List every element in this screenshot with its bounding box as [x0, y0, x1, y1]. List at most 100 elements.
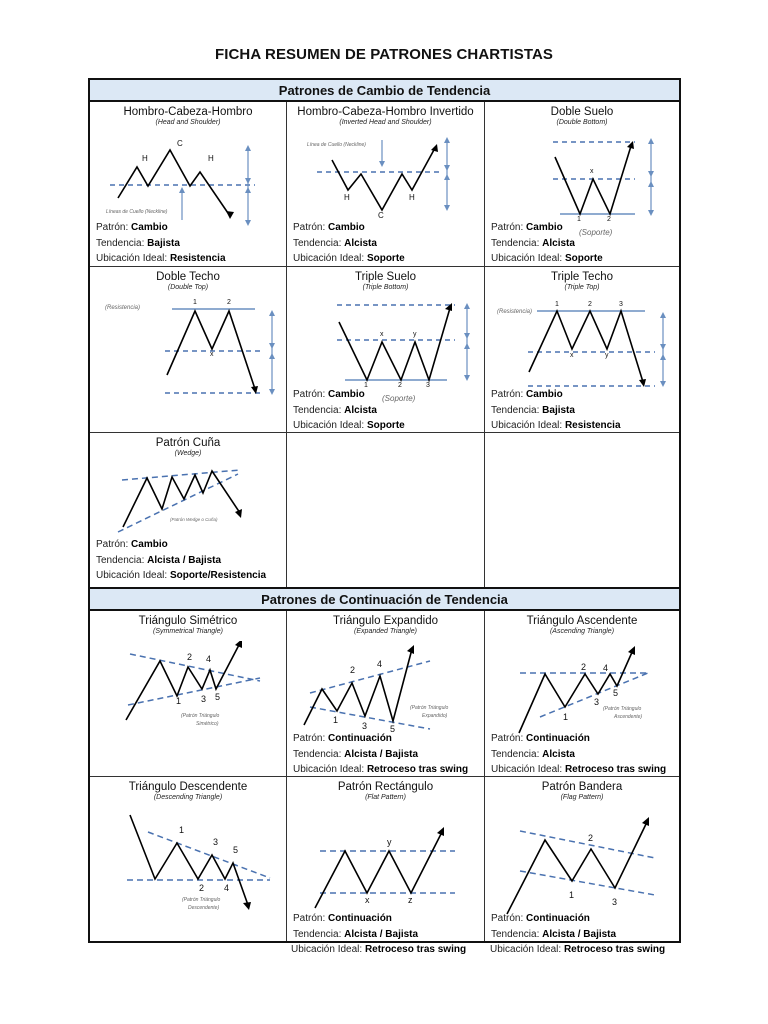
label-2: 2 [227, 299, 231, 306]
rectangle-ubicacion-overflow: Ubicación Ideal: Retroceso tras swing [291, 944, 467, 955]
label-4: 4 [377, 659, 383, 669]
expanded-triangle-diagram [303, 645, 431, 730]
pattern-title: Patrón Bandera [541, 781, 623, 793]
pattern-expanded-triangle: Triángulo Expandido (Expanded Triangle) … [287, 611, 485, 777]
pattern-title: Triángulo Descendente [128, 781, 248, 793]
label-4: 4 [206, 654, 212, 664]
pattern-attributes: Patrón: Continuación Tendencia: Alcista … [491, 733, 667, 775]
pattern-descending-triangle: Triángulo Descendente (Descending Triang… [90, 777, 287, 941]
descending-triangle-diagram [127, 814, 271, 910]
label-3: 3 [619, 301, 623, 308]
triangle-note-2: Expandido) [422, 713, 448, 719]
section-header-reversal: Patrones de Cambio de Tendencia [90, 80, 679, 102]
triangle-note-1: (Patrón Triángulo [603, 706, 642, 712]
pattern-subtitle: (Ascending Triangle) [549, 628, 615, 635]
neckline-label: Líneas de Cuello (Neckline) [106, 209, 168, 215]
triangle-note-1: (Patrón Triángulo [182, 897, 221, 903]
pattern-title: Patrón Rectángulo [337, 781, 434, 793]
label-2: 2 [199, 883, 205, 893]
triple-bottom-diagram [337, 303, 470, 383]
triangle-note-2: Ascendente) [614, 714, 643, 720]
pattern-subtitle: (Symmetrical Triangle) [153, 628, 223, 635]
label-3: 3 [426, 382, 430, 389]
label-2: 2 [187, 652, 193, 662]
pattern-attributes: Patrón: Cambio Tendencia: Alcista Ubicac… [491, 222, 603, 264]
pattern-flag: Patrón Bandera (Flag Pattern) 2 1 3 Patr… [485, 777, 679, 941]
flag-ubicacion-overflow: Ubicación Ideal: Retroceso tras swing [490, 944, 666, 955]
label-x: x [210, 351, 214, 358]
pattern-double-top: Doble Techo (Double Top) (Resistencia) 1… [90, 267, 287, 433]
label-y: y [605, 352, 609, 359]
label-1: 1 [555, 301, 559, 308]
symmetrical-triangle-diagram [125, 641, 261, 721]
label-5: 5 [233, 845, 239, 855]
label-3: 3 [362, 721, 368, 731]
wedge-note: (Patrón Wedge o Cuña) [170, 517, 218, 522]
pattern-subtitle: (Double Bottom) [556, 119, 608, 126]
label-2: 2 [588, 833, 594, 843]
label-1: 1 [364, 382, 368, 389]
label-y: y [387, 837, 392, 847]
label-1: 1 [563, 712, 569, 722]
flag-diagram [506, 817, 656, 915]
pattern-attributes: Patrón: Cambio Tendencia: Alcista Ubicac… [293, 222, 405, 264]
pattern-title: Patrón Cuña [155, 437, 221, 449]
label-x: x [570, 352, 574, 359]
label-x: x [380, 331, 384, 338]
triple-top-diagram [528, 308, 666, 387]
pattern-attributes: Patrón: Cambio Tendencia: Bajista Ubicac… [491, 389, 621, 431]
pattern-attributes: Patrón: Continuación Tendencia: Alcista … [293, 733, 469, 775]
pattern-subtitle: (Wedge) [174, 450, 202, 457]
triangle-note-1: (Patrón Triángulo [410, 705, 449, 711]
label-y: y [413, 331, 417, 338]
label-z: z [408, 895, 413, 905]
pattern-title: Hombro-Cabeza-Hombro Invertido [297, 106, 474, 118]
label-2: 2 [398, 382, 402, 389]
label-3: 3 [213, 837, 219, 847]
ascending-triangle-diagram [518, 646, 650, 734]
section-header-continuation: Patrones de Continuación de Tendencia [90, 587, 679, 611]
empty-cell [485, 433, 679, 587]
pattern-rectangle: Patrón Rectángulo (Flat Pattern) y x z P… [287, 777, 485, 941]
support-label: (Soporte) [382, 394, 416, 403]
pattern-attributes: Patrón: Cambio Tendencia: Bajista Ubicac… [96, 222, 226, 264]
label-c: C [177, 139, 183, 148]
pattern-subtitle: (Flag Pattern) [560, 794, 604, 801]
wedge-diagram [117, 469, 242, 533]
label-1: 1 [193, 299, 197, 306]
pattern-attributes: Patrón: Cambio Tendencia: Alcista Ubicac… [293, 389, 405, 431]
tendencia-value: Bajista [147, 237, 180, 249]
double-bottom-diagram [553, 138, 654, 217]
label-c: C [378, 211, 384, 220]
label-h1: H [344, 193, 350, 202]
label-3: 3 [201, 694, 207, 704]
pattern-triple-top: Triple Techo (Triple Top) (Resistencia) … [485, 267, 679, 433]
pattern-attributes: Patrón: Continuación Tendencia: Alcista … [491, 913, 617, 940]
pattern-title: Hombro-Cabeza-Hombro [123, 106, 253, 118]
pattern-ascending-triangle: Triángulo Ascendente (Ascending Triangle… [485, 611, 679, 777]
pattern-wedge: Patrón Cuña (Wedge) (Patrón Wedge o Cuña… [90, 433, 287, 587]
pattern-attributes: Patrón: Cambio Tendencia: Alcista / Baji… [96, 539, 267, 581]
label-4: 4 [224, 883, 230, 893]
label-h1: H [142, 154, 148, 163]
label-1: 1 [176, 696, 182, 706]
label-1: 1 [179, 825, 185, 835]
resistance-label: (Resistencia) [105, 305, 141, 311]
pattern-title: Doble Techo [156, 271, 220, 283]
pattern-subtitle: (Head and Shoulder) [155, 119, 221, 126]
pattern-title: Triple Techo [550, 271, 613, 283]
pattern-title: Triángulo Simétrico [138, 615, 238, 627]
triangle-note-2: Descendente) [188, 905, 220, 911]
pattern-symmetrical-triangle: Triángulo Simétrico (Symmetrical Triangl… [90, 611, 287, 777]
double-top-diagram [165, 308, 275, 395]
label-4: 4 [603, 663, 609, 673]
pattern-subtitle: (Triple Top) [564, 284, 600, 291]
pattern-head-and-shoulders: Hombro-Cabeza-Hombro (Head and Shoulder)… [90, 102, 287, 267]
label-2: 2 [588, 301, 592, 308]
label-h2: H [409, 193, 415, 202]
label-1: 1 [333, 715, 339, 725]
patron-value: Cambio [131, 222, 168, 233]
pattern-title: Triángulo Expandido [332, 615, 439, 627]
neckline-label: Línea de Cuello (Neckline) [307, 142, 366, 148]
pattern-triple-bottom: Triple Suelo (Triple Bottom) x y 1 2 3 (… [287, 267, 485, 433]
